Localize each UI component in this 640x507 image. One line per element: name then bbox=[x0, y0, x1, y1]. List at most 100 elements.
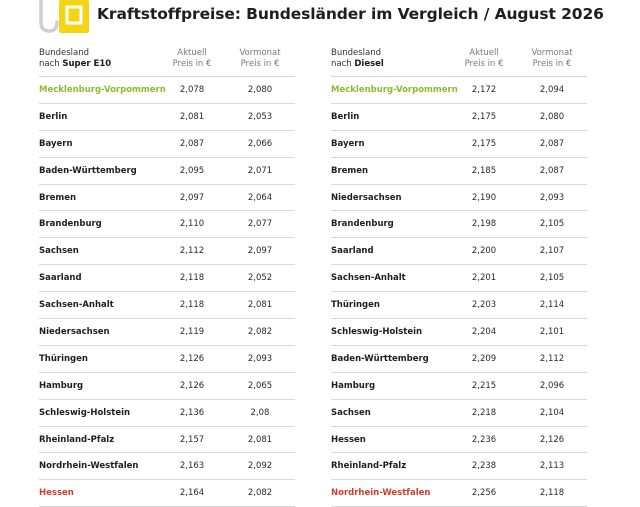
table-row: Bremen 2,185 2,087 bbox=[331, 158, 587, 185]
table-row: Berlin 2,081 2,053 bbox=[39, 104, 295, 131]
current-price: 2,218 bbox=[471, 407, 497, 418]
fuel-type-label: Super E10 bbox=[62, 59, 112, 69]
current-price: 2,236 bbox=[471, 434, 497, 445]
state-name: Mecklenburg-Vorpommern bbox=[331, 85, 458, 95]
previous-price: 2,071 bbox=[247, 165, 273, 176]
header: Kraftstoffpreise: Bundesländer im Vergle… bbox=[0, 0, 640, 34]
previous-price: 2,081 bbox=[247, 434, 273, 445]
table-row: Schleswig-Holstein 2,204 2,101 bbox=[331, 319, 587, 346]
table-row: Hamburg 2,215 2,096 bbox=[331, 373, 587, 400]
current-price: 2,118 bbox=[179, 273, 205, 284]
state-name: Bremen bbox=[331, 165, 369, 176]
previous-price: 2,065 bbox=[247, 380, 273, 391]
previous-price: 2,097 bbox=[247, 246, 273, 257]
current-price: 2,119 bbox=[179, 327, 205, 338]
state-name: Brandenburg bbox=[331, 219, 394, 230]
current-price: 2,087 bbox=[179, 138, 205, 149]
previous-price: 2,093 bbox=[539, 192, 565, 203]
col-aktuell-header: Aktuell Preis in € bbox=[464, 48, 504, 69]
current-price: 2,126 bbox=[179, 380, 205, 391]
table-row: Hamburg 2,126 2,065 bbox=[39, 373, 295, 400]
current-price: 2,136 bbox=[179, 407, 205, 418]
previous-price: 2,064 bbox=[247, 192, 273, 203]
fuel-type-label: Diesel bbox=[354, 59, 384, 69]
current-price: 2,078 bbox=[179, 85, 205, 95]
table-row: Brandenburg 2,110 2,077 bbox=[39, 211, 295, 239]
previous-price: 2,081 bbox=[247, 300, 273, 311]
table-row: Nordrhein-Westfalen 2,163 2,092 bbox=[39, 453, 295, 481]
state-name: Saarland bbox=[331, 246, 374, 257]
state-name: Nordrhein-Westfalen bbox=[331, 488, 431, 499]
table-row: Niedersachsen 2,190 2,093 bbox=[331, 185, 587, 212]
state-name: Sachsen-Anhalt bbox=[39, 300, 114, 311]
state-name: Hamburg bbox=[331, 380, 376, 391]
current-price: 2,175 bbox=[471, 111, 497, 122]
current-price: 2,209 bbox=[471, 353, 497, 364]
table-row: Sachsen-Anhalt 2,118 2,081 bbox=[39, 292, 295, 320]
previous-price: 2,112 bbox=[539, 353, 565, 364]
previous-price: 2,104 bbox=[539, 407, 565, 418]
previous-price: 2,126 bbox=[539, 434, 565, 445]
state-name: Bayern bbox=[331, 138, 365, 149]
table-row: Baden-Württemberg 2,209 2,112 bbox=[331, 346, 587, 373]
current-price: 2,157 bbox=[179, 434, 205, 445]
table-row: Bayern 2,087 2,066 bbox=[39, 131, 295, 158]
state-name: Schleswig-Holstein bbox=[39, 407, 131, 418]
table-super-e10: Bundesland nach Super E10 Aktuell Preis … bbox=[39, 46, 295, 507]
state-name: Thüringen bbox=[331, 300, 380, 311]
state-name: Berlin bbox=[39, 111, 68, 122]
col-aktuell-header: Aktuell Preis in € bbox=[172, 48, 212, 69]
previous-price: 2,105 bbox=[539, 273, 565, 284]
state-name: Sachsen bbox=[39, 246, 79, 257]
table-row: Berlin 2,175 2,080 bbox=[331, 104, 587, 131]
previous-price: 2,092 bbox=[247, 461, 273, 472]
table-row: Rheinland-Pfalz 2,238 2,113 bbox=[331, 453, 587, 481]
table-row: Nordrhein-Westfalen 2,256 2,118 bbox=[331, 480, 587, 507]
table-row: Bremen 2,097 2,064 bbox=[39, 185, 295, 212]
table-row: Thüringen 2,203 2,114 bbox=[331, 292, 587, 320]
previous-price: 2,094 bbox=[539, 85, 565, 95]
table-row: Thüringen 2,126 2,093 bbox=[39, 346, 295, 373]
col-bundesland-header: Bundesland nach Super E10 bbox=[39, 48, 112, 69]
table-row: Baden-Württemberg 2,095 2,071 bbox=[39, 158, 295, 185]
state-name: Hamburg bbox=[39, 380, 84, 391]
table-header: Bundesland nach Super E10 Aktuell Preis … bbox=[39, 46, 295, 77]
table-row: Saarland 2,200 2,107 bbox=[331, 238, 587, 266]
table-row: Niedersachsen 2,119 2,082 bbox=[39, 319, 295, 346]
current-price: 2,238 bbox=[471, 461, 497, 472]
col-vormonat-header: Vormonat Preis in € bbox=[531, 48, 573, 69]
state-name: Hessen bbox=[331, 434, 366, 445]
previous-price: 2,113 bbox=[539, 461, 565, 472]
col-bundesland-header: Bundesland nach Diesel bbox=[331, 48, 384, 69]
previous-price: 2,096 bbox=[539, 380, 565, 391]
col-vormonat-header: Vormonat Preis in € bbox=[239, 48, 281, 69]
state-name: Saarland bbox=[39, 273, 82, 284]
current-price: 2,163 bbox=[179, 461, 205, 472]
previous-price: 2,066 bbox=[247, 138, 273, 149]
state-name: Berlin bbox=[331, 111, 360, 122]
previous-price: 2,053 bbox=[247, 111, 273, 122]
state-name: Brandenburg bbox=[39, 219, 102, 230]
state-name: Mecklenburg-Vorpommern bbox=[39, 85, 166, 95]
table-row: Saarland 2,118 2,052 bbox=[39, 265, 295, 293]
current-price: 2,201 bbox=[471, 273, 497, 284]
table-row: Rheinland-Pfalz 2,157 2,081 bbox=[39, 427, 295, 454]
current-price: 2,126 bbox=[179, 353, 205, 364]
state-name: Sachsen-Anhalt bbox=[331, 273, 406, 284]
current-price: 2,256 bbox=[471, 488, 497, 499]
state-name: Bremen bbox=[39, 192, 77, 203]
table-header: Bundesland nach Diesel Aktuell Preis in … bbox=[331, 46, 587, 77]
previous-price: 2,114 bbox=[539, 300, 565, 311]
state-name: Rheinland-Pfalz bbox=[39, 434, 115, 445]
state-name: Niedersachsen bbox=[39, 327, 110, 338]
current-price: 2,190 bbox=[471, 192, 497, 203]
previous-price: 2,082 bbox=[247, 327, 273, 338]
state-name: Rheinland-Pfalz bbox=[331, 461, 407, 472]
table-row: Sachsen-Anhalt 2,201 2,105 bbox=[331, 265, 587, 293]
current-price: 2,081 bbox=[179, 111, 205, 122]
table-row: Schleswig-Holstein 2,136 2,08 bbox=[39, 400, 295, 427]
state-name: Niedersachsen bbox=[331, 192, 402, 203]
previous-price: 2,082 bbox=[247, 488, 273, 499]
current-price: 2,215 bbox=[471, 380, 497, 391]
table-body: Mecklenburg-Vorpommern 2,078 2,080 Berlin 2,… bbox=[39, 77, 295, 507]
